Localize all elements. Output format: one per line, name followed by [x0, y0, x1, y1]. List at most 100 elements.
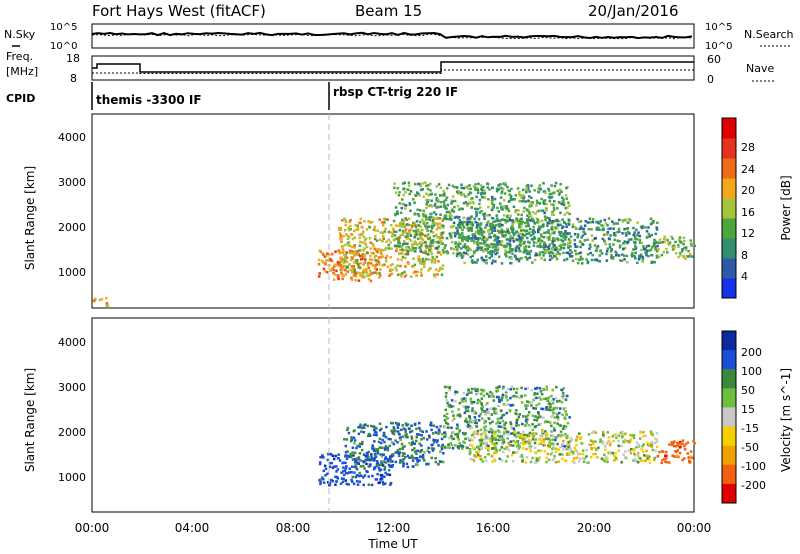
power-mark-2-748 [491, 195, 494, 199]
power-mark-3-390 [501, 223, 504, 227]
velocity-mark-2-432 [523, 424, 527, 427]
power-mark-2-532 [429, 182, 432, 186]
power-mark-2-552 [548, 199, 552, 203]
velocity-mark-3-186 [543, 443, 547, 447]
power-mark-2-526 [449, 217, 452, 220]
power-mark-2-452 [471, 222, 474, 226]
power-mark-2-74 [560, 190, 563, 193]
power-mark-2-588 [529, 249, 533, 253]
power-mark-3-5 [562, 246, 566, 250]
power-mark-3-350 [461, 254, 465, 258]
velocity-mark-4-12 [679, 440, 682, 444]
velocity-mark-3-379 [607, 439, 610, 443]
velocity-cbar-tick-m100: -100 [741, 460, 766, 473]
power-mark-3-140 [538, 225, 541, 228]
power-mark-1-353 [371, 264, 375, 267]
power-mark-2-462 [398, 245, 401, 248]
velocity-mark-2-24 [551, 409, 555, 412]
velocity-mark-2-388 [510, 432, 513, 435]
power-mark-0-119 [351, 256, 354, 259]
velocity-mark-4-20 [683, 457, 686, 460]
power-mark-1-59 [378, 263, 381, 266]
velocity-mark-3-274 [602, 442, 605, 445]
velocity-mark-1-193 [353, 458, 356, 461]
velocity-mark-1-295 [372, 449, 376, 453]
velocity-mark-2-292 [490, 413, 493, 416]
power-mark-1-203 [402, 231, 406, 234]
velocity-mark-0-12 [351, 480, 354, 483]
power-mark-1-105 [414, 223, 418, 227]
power-mark-0-68 [317, 262, 321, 266]
power-mark-1-114 [345, 233, 348, 236]
power-mark-1-185 [412, 242, 416, 246]
power-mark-3-141 [622, 242, 625, 245]
power-mark-2-897 [540, 209, 544, 212]
power-mark-4-42 [682, 243, 685, 246]
velocity-mark-2-275 [445, 391, 448, 395]
power-mark-3-14 [463, 261, 466, 265]
velocity-mark-2-269 [534, 407, 537, 410]
velocity-mark-2-294 [528, 431, 532, 435]
power-mark-2-76 [473, 186, 477, 189]
power-mark-2-436 [401, 232, 404, 235]
power-mark-3-441 [586, 221, 590, 224]
power-mark-0-74 [336, 260, 340, 264]
power-mark-2-720 [518, 218, 522, 221]
velocity-mark-3-114 [552, 457, 556, 460]
velocity-mark-0-164 [351, 475, 354, 479]
velocity-mark-4-3 [663, 457, 666, 461]
velocity-mark-2-41 [449, 442, 452, 445]
velocity-mark-2-92 [537, 414, 541, 417]
velocity-mark-2-396 [474, 411, 478, 415]
power-mark-1-116 [373, 225, 377, 229]
power-mark-3-561 [626, 260, 629, 264]
power-mark-3-70 [492, 234, 496, 238]
power-mark-3-540 [550, 250, 553, 254]
velocity-mark-3-270 [564, 432, 567, 436]
velocity-mark-3-132 [480, 458, 483, 461]
velocity-mark-2-100 [451, 437, 454, 441]
velocity-mark-3-104 [636, 461, 640, 464]
power-mark-2-66 [518, 232, 522, 236]
velocity-mark-0-27 [328, 461, 331, 465]
velocity-mark-2-28 [561, 392, 565, 395]
power-mark-3-104 [609, 250, 613, 253]
power-mark-2-838 [538, 252, 542, 255]
velocity-mark-3-402 [515, 433, 519, 437]
power-mark-2-656 [402, 187, 406, 191]
velocity-mark-1-125 [391, 431, 394, 435]
power-mark-2-805 [512, 233, 516, 237]
velocity-mark-2-478 [450, 434, 453, 438]
velocity-mark-2-111 [449, 436, 453, 439]
power-mark-4-45 [693, 244, 696, 248]
power-mark-0-54 [350, 278, 354, 281]
power-mark-3-26 [606, 231, 610, 234]
velocity-mark-2-52 [525, 407, 528, 410]
velocity-mark-2-323 [482, 394, 486, 397]
velocity-mark-3-407 [473, 454, 476, 457]
velocity-mark-2-19 [485, 443, 489, 446]
power-ytick-2000: 2000 [58, 221, 86, 234]
power-mark-3-82 [591, 253, 594, 257]
power-mark-2-573 [404, 207, 407, 210]
velocity-mark-1-156 [352, 429, 356, 433]
power-mark-3-89 [612, 222, 616, 226]
power-cbar-tick-4: 4 [741, 270, 748, 283]
power-mark-1-428 [339, 264, 342, 267]
power-mark-1-262 [414, 270, 417, 273]
power-mark-3-157 [545, 231, 549, 234]
velocity-mark-2-513 [497, 438, 500, 442]
power-mark-3-486 [532, 237, 535, 241]
velocity-mark-2-167 [454, 433, 457, 436]
power-mark-4-56 [689, 239, 692, 242]
velocity-mark-3-414 [545, 436, 549, 440]
velocity-mark-1-171 [394, 439, 397, 442]
velocity-mark-1-103 [430, 447, 434, 450]
velocity-mark-0-108 [387, 469, 391, 472]
velocity-mark-1-291 [352, 436, 356, 440]
power-mark-3-495 [579, 251, 582, 254]
power-mark-1-178 [344, 219, 347, 222]
power-mark-2-541 [524, 245, 528, 248]
power-mark-3-250 [568, 253, 571, 256]
power-mark-2-896 [491, 202, 494, 205]
